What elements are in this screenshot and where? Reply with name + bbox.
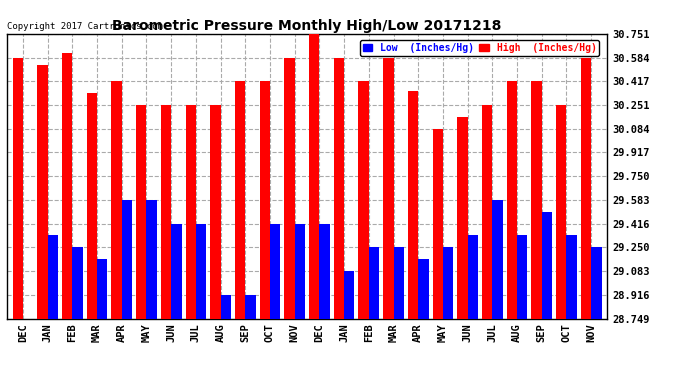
Bar — [493, 200, 503, 319]
Bar — [393, 248, 404, 319]
Bar — [62, 53, 72, 319]
Bar — [418, 259, 428, 319]
Bar — [161, 105, 171, 319]
Bar — [136, 105, 146, 319]
Bar — [270, 224, 280, 319]
Bar — [235, 81, 245, 319]
Bar — [87, 93, 97, 319]
Bar — [369, 248, 380, 319]
Bar — [581, 57, 591, 319]
Bar — [531, 81, 542, 319]
Bar — [506, 81, 517, 319]
Bar — [186, 105, 196, 319]
Bar — [566, 236, 577, 319]
Title: Barometric Pressure Monthly High/Low 20171218: Barometric Pressure Monthly High/Low 201… — [112, 19, 502, 33]
Bar — [482, 105, 493, 319]
Bar — [97, 259, 108, 319]
Bar — [259, 81, 270, 319]
Bar — [111, 81, 121, 319]
Bar — [37, 64, 48, 319]
Bar — [517, 236, 527, 319]
Bar — [12, 57, 23, 319]
Bar — [542, 212, 552, 319]
Bar — [408, 91, 418, 319]
Bar — [245, 295, 256, 319]
Legend: Low  (Inches/Hg), High  (Inches/Hg): Low (Inches/Hg), High (Inches/Hg) — [359, 40, 600, 56]
Bar — [210, 105, 221, 319]
Bar — [433, 129, 443, 319]
Bar — [221, 295, 231, 319]
Bar — [121, 200, 132, 319]
Bar — [284, 57, 295, 319]
Bar — [334, 57, 344, 319]
Bar — [556, 105, 566, 319]
Bar — [443, 248, 453, 319]
Text: Copyright 2017 Cartronics.com: Copyright 2017 Cartronics.com — [7, 22, 163, 31]
Bar — [146, 200, 157, 319]
Bar — [358, 81, 369, 319]
Bar — [383, 57, 393, 319]
Bar — [72, 248, 83, 319]
Bar — [171, 224, 181, 319]
Bar — [48, 236, 58, 319]
Bar — [295, 224, 305, 319]
Bar — [196, 224, 206, 319]
Bar — [591, 248, 602, 319]
Bar — [309, 34, 319, 319]
Bar — [457, 117, 468, 319]
Bar — [319, 224, 330, 319]
Bar — [468, 236, 478, 319]
Bar — [344, 271, 355, 319]
